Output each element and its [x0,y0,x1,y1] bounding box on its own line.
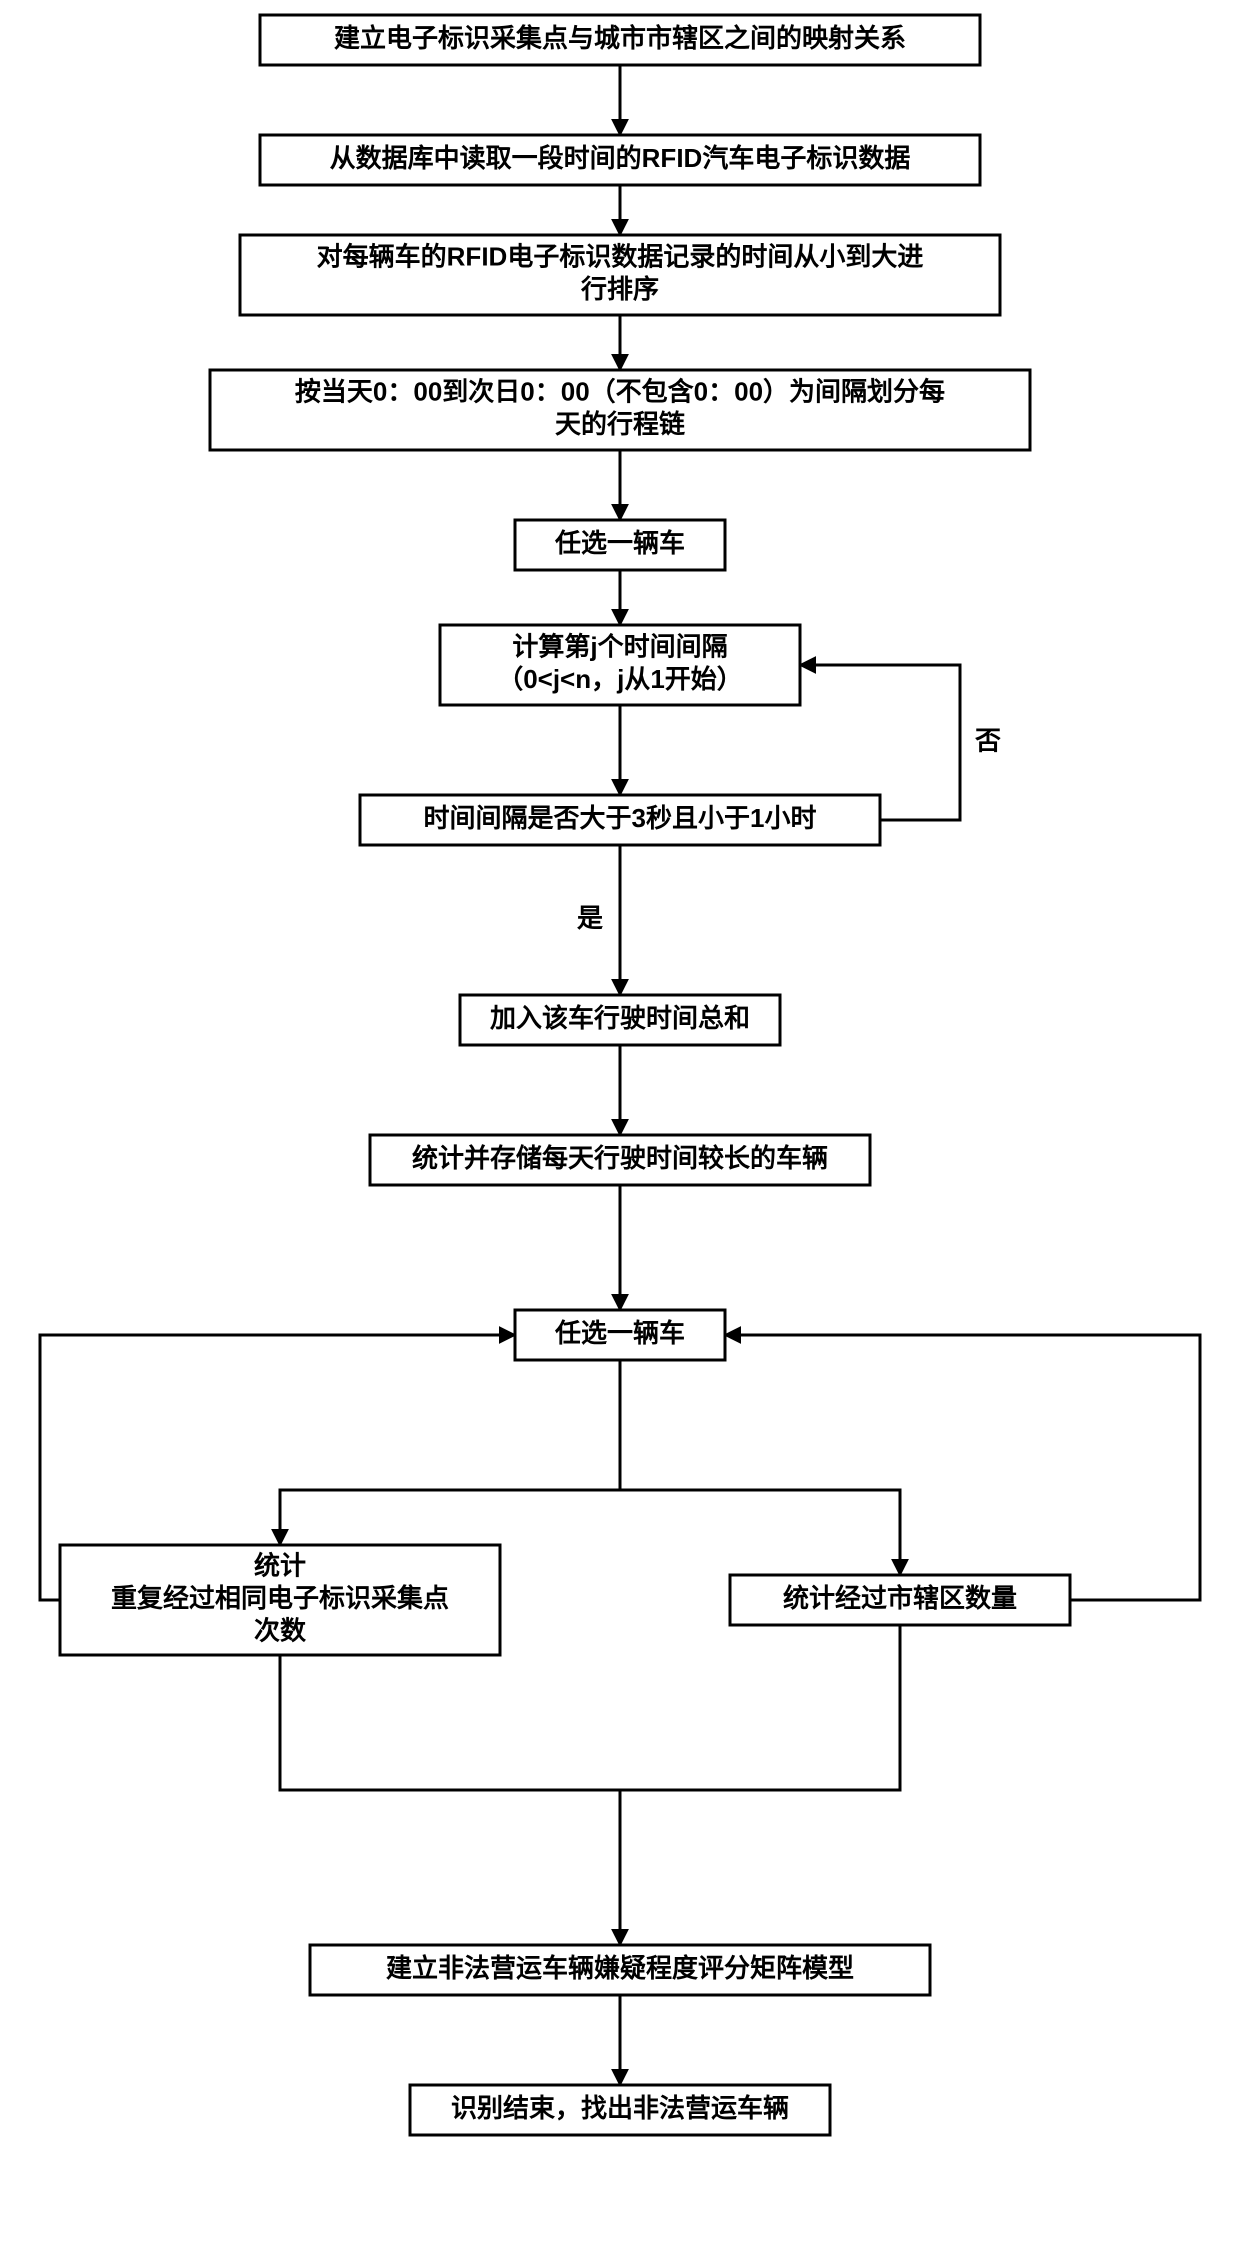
flow-edge [620,1490,900,1575]
node-label: 加入该车行驶时间总和 [490,1003,750,1033]
node-label: 计算第j个时间间隔 [512,632,727,662]
node-label: 时间间隔是否大于3秒且小于1小时 [424,803,817,833]
node-label: 统计经过市辖区数量 [783,1583,1017,1613]
node-label: 从数据库中读取一段时间的RFID汽车电子标识数据 [330,143,911,173]
node-label: 建立非法营运车辆嫌疑程度评分矩阵模型 [386,1953,854,1983]
flow-edge [620,1625,900,1790]
flow-node-n12: 统计经过市辖区数量 [730,1575,1070,1625]
flow-edge [280,1490,620,1545]
node-label: 统计并存储每天行驶时间较长的车辆 [412,1143,828,1173]
flow-node-n1: 建立电子标识采集点与城市市辖区之间的映射关系 [260,15,980,65]
node-label: 重复经过相同电子标识采集点 [111,1583,449,1613]
node-label: （0<j<n，j从1开始） [497,664,743,694]
flow-node-n8: 加入该车行驶时间总和 [460,995,780,1045]
edge-label: 否 [975,725,1001,755]
node-label: 按当天0：00到次日0：00（不包含0：00）为间隔划分每 [295,377,945,407]
node-label: 建立电子标识采集点与城市市辖区之间的映射关系 [334,23,906,53]
node-label: 对每辆车的RFID电子标识数据记录的时间从小到大进 [317,242,924,272]
flow-node-n10: 任选一辆车 [515,1310,725,1360]
node-label: 任选一辆车 [554,528,685,558]
flow-node-n14: 识别结束，找出非法营运车辆 [410,2085,830,2135]
node-label: 任选一辆车 [554,1318,685,1348]
node-label: 次数 [254,1615,307,1645]
node-label: 统计 [254,1550,306,1580]
flow-node-n3: 对每辆车的RFID电子标识数据记录的时间从小到大进行排序 [240,235,1000,315]
flow-node-n6: 计算第j个时间间隔（0<j<n，j从1开始） [440,625,800,705]
flow-node-n13: 建立非法营运车辆嫌疑程度评分矩阵模型 [310,1945,930,1995]
flowchart-canvas: 是 否 建立电子标识采集点与城市市辖区之间的映射关系从数据库中读取一段时间的RFID… [0,0,1240,2244]
node-label: 行排序 [580,274,659,304]
flow-node-n5: 任选一辆车 [515,520,725,570]
flow-node-n7: 时间间隔是否大于3秒且小于1小时 [360,795,880,845]
edge-label: 是 [577,903,603,933]
flow-node-n4: 按当天0：00到次日0：00（不包含0：00）为间隔划分每天的行程链 [210,370,1030,450]
flow-edge [725,1335,1200,1600]
flow-node-n2: 从数据库中读取一段时间的RFID汽车电子标识数据 [260,135,980,185]
node-label: 识别结束，找出非法营运车辆 [451,2093,789,2123]
flow-node-n9: 统计并存储每天行驶时间较长的车辆 [370,1135,870,1185]
node-label: 天的行程链 [555,409,685,439]
flow-node-n11: 统计重复经过相同电子标识采集点次数 [60,1545,500,1655]
flow-edge [280,1655,620,1790]
